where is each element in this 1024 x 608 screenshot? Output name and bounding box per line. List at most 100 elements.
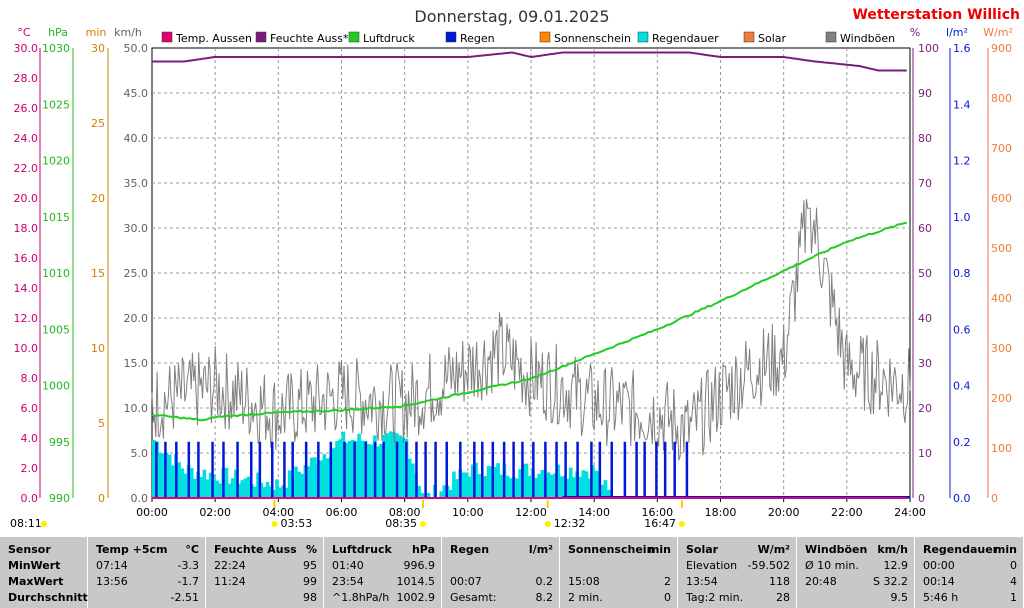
regendauer-bar (600, 484, 605, 498)
regendauer-bar (284, 487, 289, 498)
regen-bar (353, 441, 356, 498)
stats-unit: W/m² (757, 543, 790, 556)
axis-unit-pct: % (910, 26, 920, 39)
regen-bar (329, 441, 333, 498)
regendauer-bar (587, 478, 592, 498)
regendauer-bar (515, 478, 519, 498)
legend-item: Temp. Aussen (161, 31, 252, 45)
tick-label-wm2: 600 (991, 192, 1012, 205)
stats-title: Solar (686, 543, 719, 556)
tick-label-temp: 30.0 (14, 42, 39, 55)
stats-row: 9.5 (797, 590, 914, 605)
regendauer-bar (493, 466, 497, 498)
tick-label-kmh: 0.0 (131, 492, 149, 505)
regendauer-bar (464, 472, 469, 498)
regendauer-bar (439, 491, 444, 498)
stats-label: Durchschnitt (8, 591, 88, 604)
stats-unit: % (305, 543, 317, 556)
regendauer-bar (426, 493, 431, 498)
regen-bar (155, 441, 158, 498)
stats-title: Luftdruck (332, 543, 392, 556)
regendauer-bar (167, 454, 172, 498)
regen-bar (521, 441, 524, 498)
regendauer-bar (338, 439, 342, 498)
time-tick-label: 08:00 (389, 506, 421, 519)
tick-label-temp: 26.0 (14, 102, 39, 115)
regen-bar (211, 441, 214, 498)
regendauer-bar (527, 476, 532, 498)
legend-item: Windböen (825, 31, 895, 45)
time-tick-label: 04:00 (262, 506, 294, 519)
regendauer-bar (584, 471, 589, 498)
stats-row: 5:46 h 1 (915, 590, 1023, 605)
regen-bar (555, 441, 558, 498)
stats-title: Windböen (805, 543, 868, 556)
tick-label-kmh: 10.0 (124, 402, 149, 415)
stats-row: 00:14 4 (915, 574, 1023, 589)
weather-chart: Donnerstag, 09.01.2025 Wetterstation Will… (10, 7, 1020, 530)
axis-unit-min: min (86, 26, 107, 39)
stats-unit: °C (185, 543, 199, 556)
stats-unit: min (647, 543, 671, 556)
tick-label-lm2: 0.8 (953, 267, 971, 280)
time-tick-label: 22:00 (831, 506, 863, 519)
stats-header: Temp +5cm °C (88, 542, 205, 557)
regendauer-bar (309, 457, 314, 498)
regendauer-bar (256, 472, 260, 498)
regendauer-bar (474, 462, 478, 498)
stats-label: 01:40 (332, 559, 364, 572)
stats-row: 00:00 0 (915, 558, 1023, 573)
regendauer-bar (534, 477, 538, 498)
stats-row: Tag:2 min. 28 (678, 590, 796, 605)
tick-label-pct: 60 (918, 222, 932, 235)
regendauer-bar (234, 469, 238, 498)
stats-label: 23:54 (332, 575, 364, 588)
stats-row: 01:40 996.9 (324, 558, 441, 573)
regendauer-bar (215, 480, 219, 498)
regendauer-bar (306, 466, 311, 498)
regendauer-bar (237, 483, 241, 498)
tick-label-wm2: 500 (991, 242, 1012, 255)
regendauer-bar (287, 470, 292, 498)
regendauer-bar (467, 476, 472, 498)
stats-value: 12.9 (883, 559, 909, 572)
stats-value: 8.2 (535, 591, 554, 604)
regendauer-bar (594, 470, 598, 498)
tick-label-wm2: 800 (991, 92, 1012, 105)
regendauer-bar (546, 472, 551, 498)
sun-dot (419, 521, 426, 527)
regen-bar (564, 441, 567, 498)
regendauer-bar (218, 483, 222, 498)
regendauer-bar (470, 464, 475, 498)
regendauer-bar (350, 439, 355, 498)
stats-row: 22:24 95 (206, 558, 323, 573)
tick-label-temp: 6.0 (21, 402, 39, 415)
time-tick-label: 20:00 (768, 506, 800, 519)
stats-title: Regendauer (923, 543, 999, 556)
stats-value: 9.5 (890, 591, 909, 604)
regendauer-bar (572, 477, 576, 498)
stats-label: 5:46 h (923, 591, 959, 604)
tick-label-pct: 30 (918, 357, 932, 370)
tick-label-wm2: 900 (991, 42, 1012, 55)
regendauer-bar (357, 433, 361, 498)
regendauer-bar (559, 476, 564, 498)
tick-label-temp: 24.0 (14, 132, 39, 145)
tick-label-lm2: 0.2 (953, 436, 971, 449)
regendauer-bar (297, 471, 301, 498)
tick-label-pct: 0 (918, 492, 925, 505)
tick-label-kmh: 45.0 (124, 87, 149, 100)
tick-label-hpa: 990 (49, 492, 70, 505)
regendauer-bar (417, 486, 421, 498)
tick-label-pct: 70 (918, 177, 932, 190)
tick-label-wm2: 0 (991, 492, 998, 505)
regendauer-bar (581, 470, 586, 498)
time-tick-label: 14:00 (578, 506, 610, 519)
legend-label: Regendauer (652, 32, 719, 45)
stats-value: 1002.9 (396, 591, 436, 604)
regendauer-bar (253, 486, 257, 498)
regendauer-bar (477, 474, 481, 498)
stats-label: ^1.8hPa/h (332, 591, 390, 604)
stats-label: Gesamt: (450, 591, 497, 604)
time-tick-label: 24:00 (894, 506, 926, 519)
